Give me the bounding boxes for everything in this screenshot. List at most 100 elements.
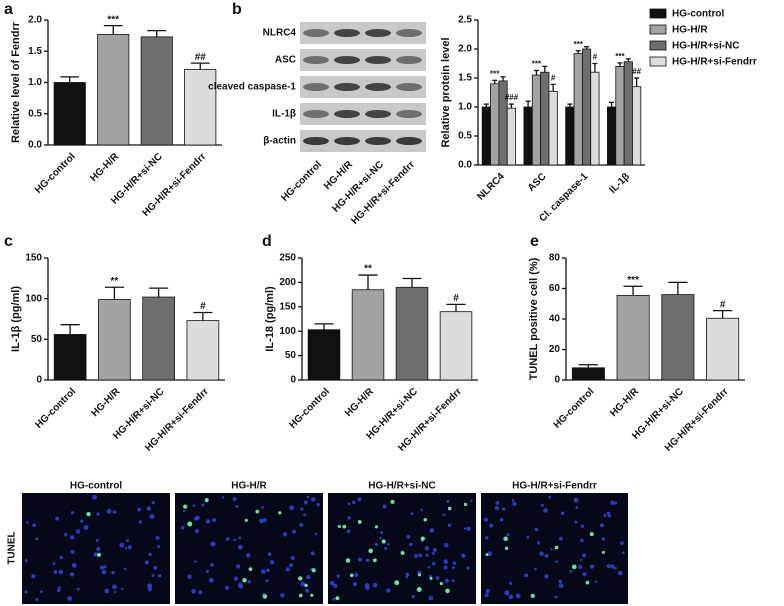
significance: #	[200, 301, 206, 312]
nucleus	[409, 542, 413, 547]
nucleus	[70, 549, 75, 554]
significance: **	[364, 264, 372, 275]
apoptotic-cell	[504, 546, 509, 550]
nucleus	[443, 565, 448, 570]
blot-band	[334, 110, 360, 118]
image-label: HG-H/R+si-Fendrr	[512, 481, 597, 492]
nucleus	[579, 558, 583, 562]
bar	[490, 83, 500, 166]
blot-band	[334, 83, 360, 91]
nucleus	[24, 590, 28, 594]
apoptotic-cell	[420, 536, 425, 541]
nucleus	[580, 538, 584, 543]
nucleus	[194, 528, 200, 534]
nucleus	[233, 538, 236, 542]
nucleus	[495, 501, 500, 505]
nucleus	[157, 574, 162, 578]
significance: ***	[532, 60, 542, 69]
nucleus	[282, 532, 288, 537]
nucleus	[466, 566, 470, 570]
bar	[623, 61, 633, 166]
nucleus	[590, 564, 595, 569]
bar	[351, 289, 385, 381]
apoptotic-cell	[204, 498, 209, 503]
nucleus	[469, 499, 473, 503]
nucleus	[619, 541, 624, 546]
nucleus	[526, 535, 530, 539]
x-tick-label: HG-H/R	[89, 386, 122, 419]
bar	[615, 66, 625, 166]
nucleus	[235, 564, 241, 569]
nucleus	[205, 519, 211, 524]
nucleus	[57, 586, 61, 590]
y-tick-label: 100	[25, 293, 42, 304]
nucleus	[347, 516, 351, 520]
apoptotic-cell	[400, 551, 405, 555]
nucleus	[31, 574, 36, 579]
nucleus	[285, 567, 290, 572]
legend-label: HG-H/R+si-NC	[672, 41, 740, 52]
nucleus	[351, 500, 356, 505]
x-tick-label: HG-H/R	[343, 386, 376, 419]
nucleus	[67, 596, 73, 601]
nucleus	[575, 506, 579, 509]
significance: ***	[574, 40, 584, 49]
nucleus	[595, 580, 598, 583]
nucleus	[414, 554, 419, 559]
nucleus	[511, 498, 515, 502]
nucleus	[246, 553, 251, 558]
micrograph	[328, 493, 476, 604]
y-tick-label: 2.0	[28, 15, 42, 26]
bar	[140, 36, 173, 146]
bar	[439, 311, 473, 381]
y-tick-label: 200	[279, 277, 296, 288]
blot-band	[365, 83, 391, 91]
y-tick-label: 2.5	[458, 15, 472, 26]
nucleus	[63, 532, 68, 537]
nucleus	[559, 536, 563, 541]
nucleus	[508, 581, 513, 585]
apoptotic-cell	[304, 583, 308, 588]
y-tick-label: 1.5	[458, 73, 472, 84]
apoptotic-cell	[255, 509, 260, 514]
nucleus	[446, 499, 450, 503]
nucleus	[266, 568, 270, 573]
nucleus	[239, 584, 243, 589]
nucleus	[372, 582, 378, 588]
apoptotic-cell	[242, 578, 247, 583]
nucleus	[452, 566, 455, 569]
bar	[616, 294, 650, 381]
nucleus	[112, 584, 117, 590]
apoptotic-cell	[571, 564, 577, 570]
nucleus	[617, 570, 623, 576]
nucleus	[93, 552, 98, 557]
nucleus	[151, 500, 155, 505]
panel-letter: e	[530, 233, 539, 250]
nucleus	[305, 588, 310, 593]
bar	[481, 106, 491, 166]
blot-band	[365, 110, 391, 118]
nucleus	[601, 537, 606, 541]
blot-band	[396, 110, 422, 118]
bar	[531, 74, 542, 166]
nucleus	[56, 588, 61, 593]
significance: ##	[195, 52, 207, 63]
apoptotic-cell	[97, 552, 102, 557]
y-tick-label: 2.0	[458, 44, 472, 55]
nucleus	[499, 518, 504, 522]
nucleus	[221, 496, 225, 499]
nucleus	[582, 553, 587, 558]
nucleus	[235, 504, 239, 508]
blot-band	[396, 56, 422, 64]
nucleus	[127, 545, 132, 550]
image-label: HG-H/R	[231, 481, 267, 492]
y-axis-label: Relative level of Fendrr	[10, 21, 22, 143]
nucleus	[106, 508, 112, 514]
nucleus	[232, 497, 237, 502]
nucleus	[212, 517, 217, 522]
nucleus	[463, 527, 467, 530]
significance: #	[453, 293, 459, 304]
nucleus	[555, 560, 559, 564]
apoptotic-cell	[390, 499, 395, 504]
apoptotic-cell	[463, 502, 468, 507]
